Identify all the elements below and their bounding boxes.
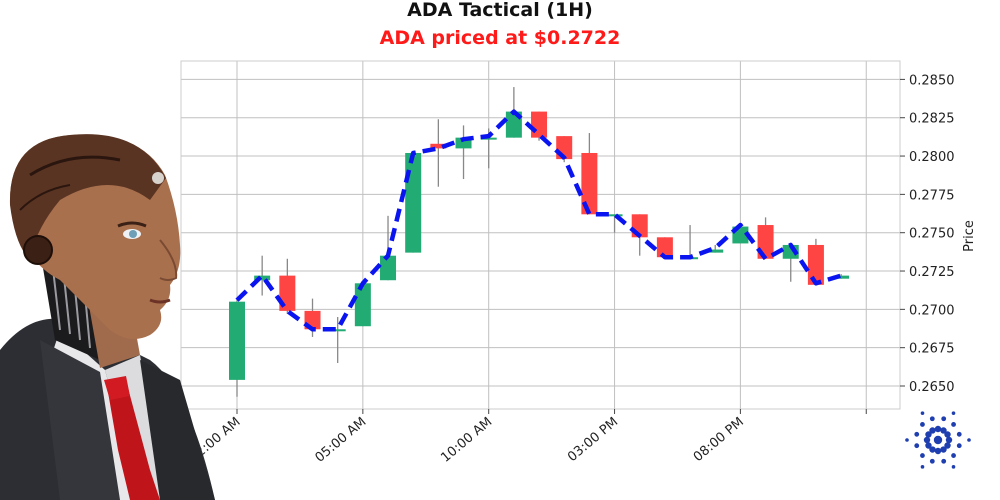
logo-dot bbox=[920, 453, 925, 458]
trend-line bbox=[235, 109, 842, 332]
x-tick-label: 10:00 AM bbox=[438, 415, 495, 466]
logo-dot bbox=[920, 422, 925, 427]
logo-dot bbox=[940, 427, 947, 434]
y-tick-label: 0.2650 bbox=[909, 380, 955, 395]
robot-businessman-avatar bbox=[0, 134, 215, 500]
logo-dot bbox=[951, 411, 956, 415]
chart-title: ADA Tactical (1H) bbox=[407, 0, 593, 21]
candle-body-down bbox=[581, 152, 598, 215]
candle-body-up bbox=[229, 301, 245, 380]
x-axis-ticks: 12:00 AM 05:00 AM 10:00 AM 03:00 PM 08:00 PM bbox=[187, 409, 867, 466]
logo-dot bbox=[956, 431, 962, 437]
candle-body-down bbox=[807, 244, 824, 285]
candle-body-up bbox=[833, 275, 850, 279]
logo-dot bbox=[940, 446, 947, 453]
logo-dot bbox=[920, 465, 925, 469]
logo-dot bbox=[944, 431, 951, 438]
logo-dot bbox=[967, 438, 971, 442]
chart-subtitle: ADA priced at $0.2722 bbox=[379, 27, 621, 49]
logo-dot bbox=[914, 443, 920, 449]
y-tick-label: 0.2700 bbox=[909, 303, 955, 318]
logo-dot bbox=[923, 436, 931, 444]
logo-dot bbox=[929, 446, 936, 453]
y-tick-label: 0.2825 bbox=[909, 112, 955, 127]
candle-body-up bbox=[455, 137, 472, 149]
candle-body-up bbox=[354, 283, 371, 327]
logo-dot bbox=[951, 453, 956, 458]
logo-dot bbox=[956, 443, 962, 449]
logo-dot bbox=[929, 416, 935, 422]
plot-frame bbox=[180, 60, 901, 410]
logo-dot bbox=[929, 427, 936, 434]
logo-dot bbox=[934, 447, 942, 455]
logo-dot bbox=[941, 458, 947, 464]
candle-body-up bbox=[380, 255, 397, 281]
y-tick-label: 0.2675 bbox=[909, 342, 955, 357]
cardano-logo-icon bbox=[905, 411, 971, 469]
candle-body-down bbox=[430, 143, 447, 149]
logo-dot bbox=[905, 438, 909, 442]
logo-dot bbox=[951, 465, 956, 469]
logo-dot bbox=[925, 431, 932, 438]
candle-body-up bbox=[707, 249, 724, 253]
logo-dot bbox=[929, 458, 935, 464]
candle-body-down bbox=[531, 111, 548, 138]
candle-body-up bbox=[254, 275, 271, 281]
y-tick-label: 0.2775 bbox=[909, 188, 955, 203]
logo-dot bbox=[951, 422, 956, 427]
x-tick-label: 05:00 AM bbox=[313, 415, 370, 466]
logo-dot bbox=[941, 416, 947, 422]
logo-dot bbox=[933, 435, 943, 445]
logo-dot bbox=[944, 442, 951, 449]
logo-dot bbox=[945, 436, 953, 444]
logo-dot bbox=[920, 411, 925, 415]
y-tick-label: 0.2800 bbox=[909, 150, 955, 165]
y-axis-label: Price bbox=[962, 220, 977, 252]
candles bbox=[229, 87, 850, 397]
trend-line-layer bbox=[235, 109, 842, 332]
candle-body-up bbox=[606, 214, 623, 217]
candle-body-up bbox=[329, 329, 346, 332]
logo-dot bbox=[934, 425, 942, 433]
y-tick-label: 0.2725 bbox=[909, 265, 955, 280]
candle-body-up bbox=[480, 137, 497, 140]
logo-dot bbox=[925, 442, 932, 449]
logo-dot bbox=[914, 431, 920, 437]
y-tick-label: 0.2750 bbox=[909, 227, 955, 242]
x-tick-label: 03:00 PM bbox=[565, 415, 621, 465]
grid-lines bbox=[181, 61, 900, 409]
y-axis-ticks: 0.2650 0.2675 0.2700 0.2725 0.2750 0.2775 0.28… bbox=[900, 73, 955, 395]
candle-body-up bbox=[405, 152, 422, 253]
y-tick-label: 0.2850 bbox=[909, 73, 955, 88]
x-tick-label: 08:00 PM bbox=[691, 415, 747, 465]
candle-body-down bbox=[656, 237, 673, 258]
